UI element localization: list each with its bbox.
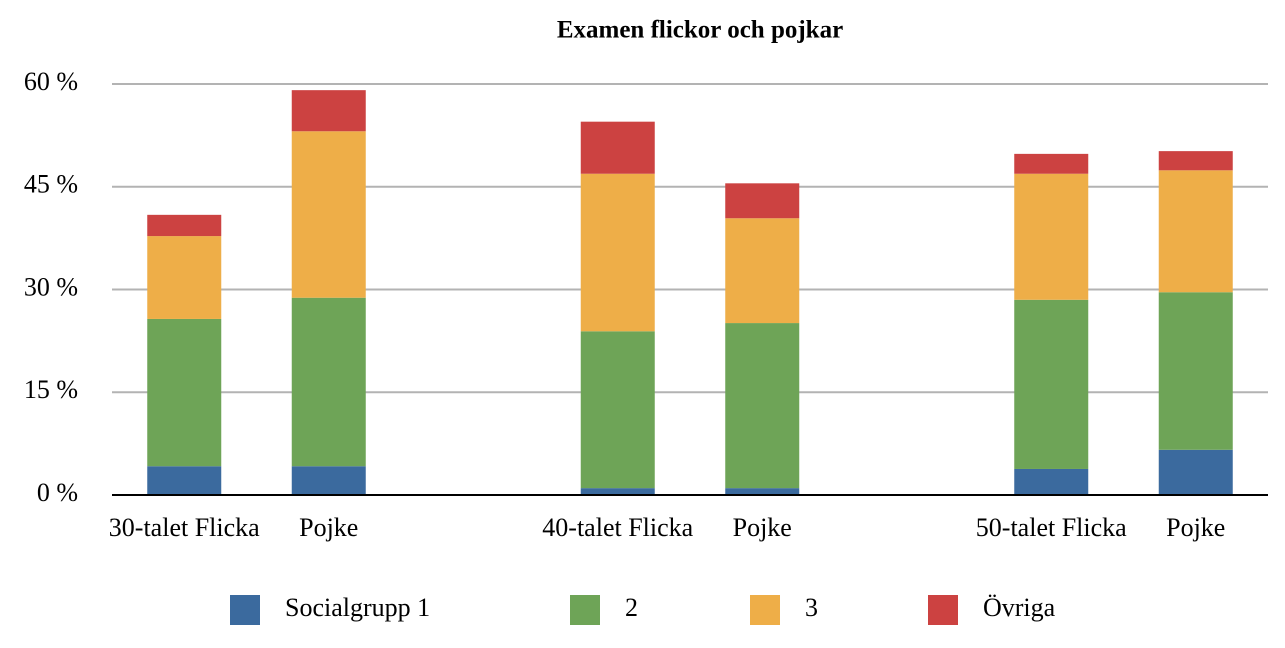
legend-label: Socialgrupp 1: [285, 593, 430, 622]
legend-swatch: [750, 595, 780, 625]
y-tick-label: 60 %: [24, 67, 78, 96]
x-tick-label: 40-talet Flicka: [542, 513, 693, 542]
y-tick-label: 0 %: [37, 478, 78, 507]
bar-segment: [1158, 449, 1233, 495]
bar-segment: [725, 323, 800, 489]
bar-segment: [725, 218, 800, 324]
legend-label: Övriga: [983, 593, 1056, 622]
bar-segment: [1014, 153, 1089, 174]
bar-segment: [580, 173, 655, 332]
bar-segment: [147, 214, 222, 237]
bar-segment: [580, 488, 655, 495]
bar-segment: [291, 90, 366, 132]
bar-segment: [725, 183, 800, 219]
bar-segment: [725, 488, 800, 495]
bar-segment: [1158, 170, 1233, 293]
x-tick-label: 50-talet Flicka: [976, 513, 1127, 542]
bar-segment: [1014, 173, 1089, 300]
x-tick-label: Pojke: [299, 513, 358, 542]
x-tick-label: 30-talet Flicka: [109, 513, 260, 542]
x-tick-label: Pojke: [733, 513, 792, 542]
bar-segment: [1014, 468, 1089, 495]
legend-swatch: [570, 595, 600, 625]
y-tick-label: 30 %: [24, 272, 78, 301]
y-tick-label: 15 %: [24, 375, 78, 404]
bar-segment: [580, 121, 655, 174]
bar-segment: [147, 236, 222, 319]
bar-segment: [147, 466, 222, 495]
x-tick-label: Pojke: [1166, 513, 1225, 542]
chart-title: Examen flickor och pojkar: [557, 17, 843, 44]
y-tick-label: 45 %: [24, 170, 78, 199]
legend-label: 3: [805, 593, 818, 622]
bar-segment: [291, 466, 366, 495]
bar-segment: [147, 318, 222, 467]
bar-segment: [1158, 292, 1233, 450]
bar-segment: [291, 131, 366, 298]
legend-label: 2: [625, 593, 638, 622]
bar-segment: [580, 331, 655, 489]
bar-segment: [1158, 151, 1233, 171]
legend-swatch: [928, 595, 958, 625]
legend-swatch: [230, 595, 260, 625]
bar-segment: [291, 297, 366, 467]
bar-segment: [1014, 299, 1089, 469]
